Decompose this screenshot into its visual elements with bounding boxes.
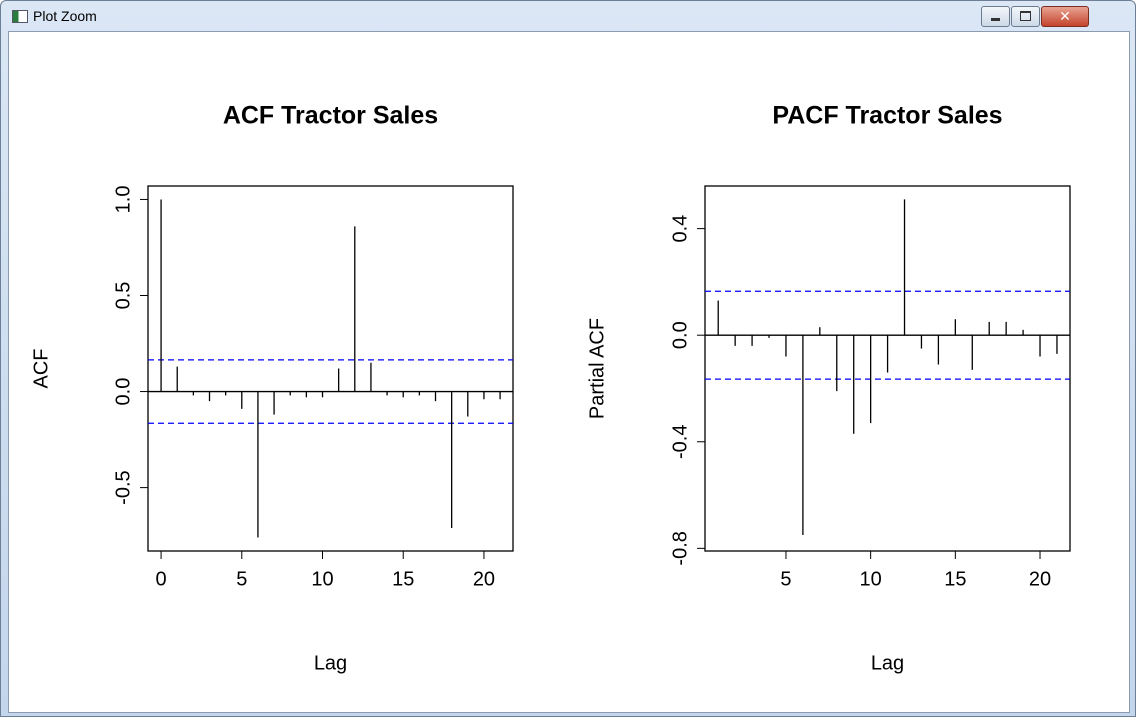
x-tick-label: 0 <box>156 568 167 590</box>
y-tick-label: 0.0 <box>669 321 691 349</box>
x-axis-label: Lag <box>314 652 347 674</box>
chart-title: PACF Tractor Sales <box>772 102 1002 130</box>
x-tick-label: 5 <box>236 568 247 590</box>
y-tick-label: 0.4 <box>669 215 691 243</box>
x-tick-label: 20 <box>473 568 495 590</box>
plot-box <box>147 185 514 552</box>
x-axis-label: Lag <box>871 652 904 674</box>
y-tick-label: 0.0 <box>112 378 134 406</box>
y-axis-label: ACF <box>30 349 52 389</box>
x-tick-label: 5 <box>780 568 791 590</box>
y-tick-label: 0.5 <box>112 282 134 310</box>
plot-box <box>704 185 1071 552</box>
y-tick-label: -0.4 <box>669 425 691 459</box>
close-button[interactable]: ✕ <box>1041 6 1089 27</box>
window-icon <box>12 10 28 23</box>
y-tick-label: -0.5 <box>112 470 134 504</box>
x-tick-label: 10 <box>311 568 333 590</box>
title-bar: Plot Zoom ✕ <box>1 1 1135 31</box>
x-tick-label: 10 <box>860 568 882 590</box>
y-axis-label: Partial ACF <box>586 318 608 419</box>
y-tick-label: 1.0 <box>112 186 134 214</box>
maximize-button[interactable] <box>1011 6 1040 27</box>
minimize-button[interactable] <box>981 6 1010 27</box>
window-title: Plot Zoom <box>33 8 97 24</box>
chart-title: ACF Tractor Sales <box>223 102 438 130</box>
plot-area <box>8 31 1130 713</box>
x-tick-label: 20 <box>1029 568 1051 590</box>
y-tick-label: -0.8 <box>669 531 691 565</box>
x-tick-label: 15 <box>944 568 966 590</box>
x-tick-label: 15 <box>392 568 414 590</box>
